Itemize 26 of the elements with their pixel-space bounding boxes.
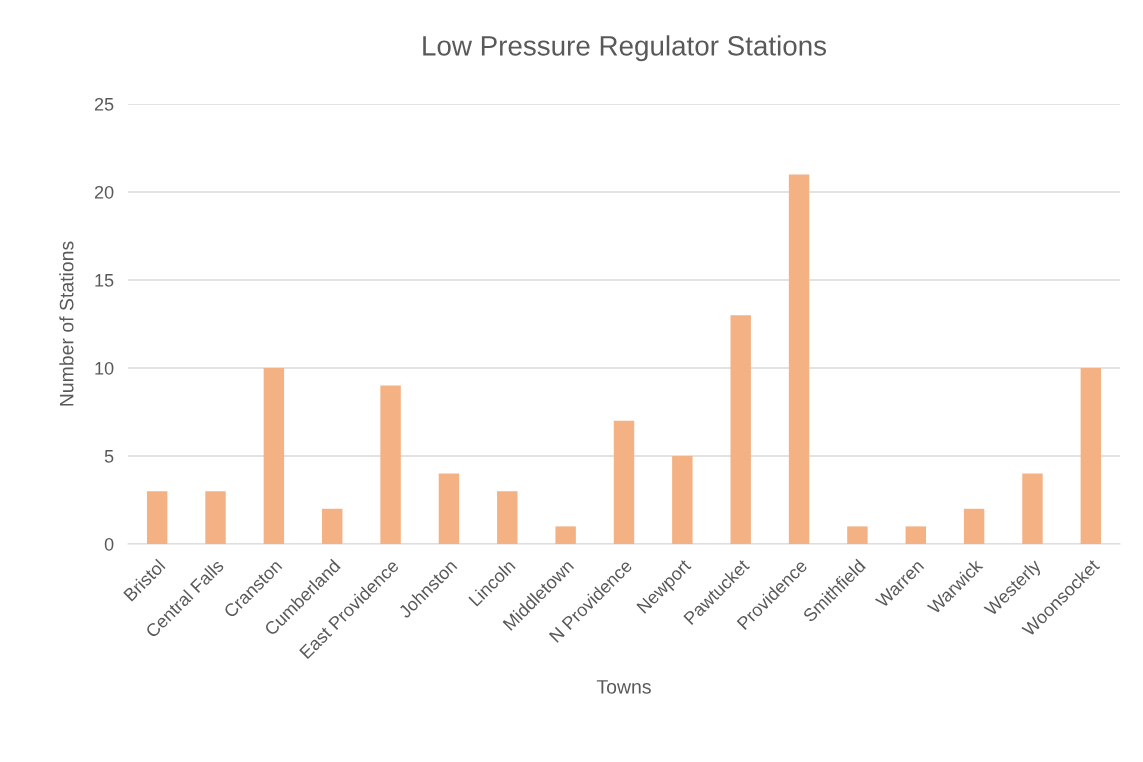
bar	[205, 491, 226, 544]
y-tick-label: 20	[94, 185, 114, 199]
bar	[672, 456, 693, 544]
chart-title: Low Pressure Regulator Stations	[423, 35, 827, 62]
bar	[555, 526, 576, 544]
bar	[380, 385, 401, 544]
bar	[847, 526, 868, 544]
bar	[438, 473, 460, 544]
bar	[497, 491, 518, 544]
bar	[263, 368, 285, 544]
x-axis-title: Towns	[596, 680, 651, 694]
bar	[788, 174, 810, 544]
bar	[905, 526, 926, 544]
bar	[146, 491, 168, 544]
y-axis-title: Number of Stations	[59, 241, 74, 406]
bar	[730, 315, 751, 544]
y-tick-label: 25	[94, 97, 114, 111]
bar	[963, 508, 985, 544]
y-tick-label: 0	[104, 537, 114, 551]
y-tick-label: 5	[104, 450, 114, 463]
bar	[1080, 368, 1102, 544]
bar	[613, 420, 635, 544]
bar	[322, 508, 343, 544]
bar	[1022, 473, 1043, 544]
y-tick-label: 10	[95, 361, 114, 375]
y-tick-label: 15	[95, 274, 114, 287]
